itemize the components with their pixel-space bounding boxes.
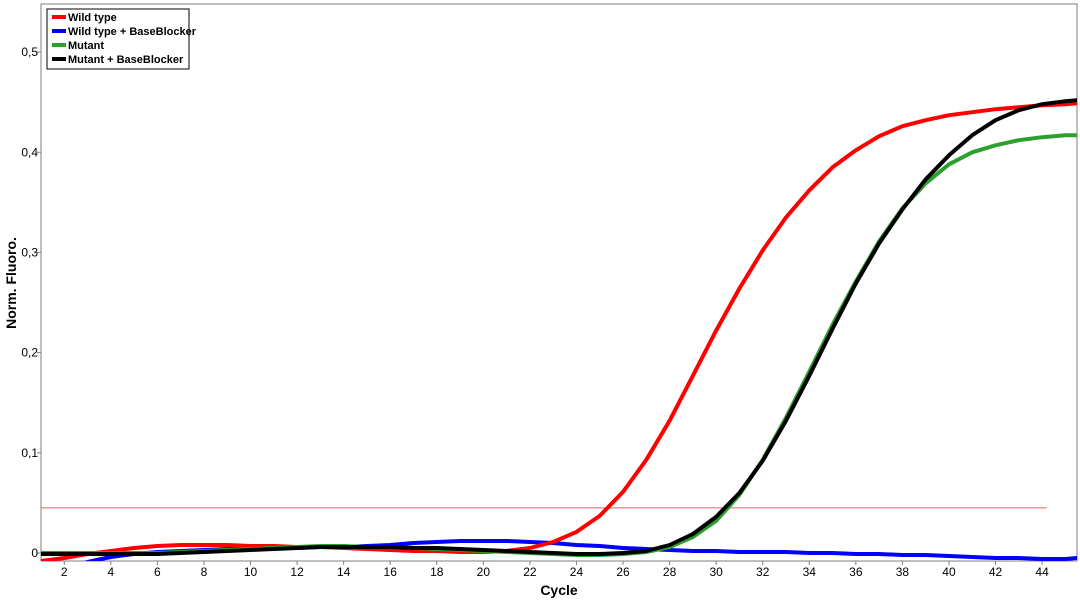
y-tick-label: 0,2 bbox=[21, 346, 38, 360]
x-tick-label: 36 bbox=[849, 565, 863, 579]
x-tick-label: 24 bbox=[570, 565, 584, 579]
x-tick-label: 32 bbox=[756, 565, 770, 579]
x-tick-label: 14 bbox=[337, 565, 351, 579]
x-tick-label: 20 bbox=[477, 565, 491, 579]
x-tick-label: 6 bbox=[154, 565, 161, 579]
x-tick-label: 30 bbox=[709, 565, 723, 579]
x-axis-ticks: 2 4 6 8 10 12 14 16 18 20 22 24 26 28 30 32 34 36 38 40 42 44 bbox=[61, 561, 1049, 579]
legend-label-mutant: Mutant bbox=[68, 40, 104, 52]
plot-area bbox=[40, 3, 1078, 562]
y-tick-label: 0 bbox=[31, 546, 38, 560]
series-line-wild-type bbox=[41, 101, 1077, 561]
legend: Wild type Wild type + BaseBlocker Mutant… bbox=[46, 8, 197, 70]
series-layer bbox=[41, 98, 1077, 561]
x-tick-label: 44 bbox=[1035, 565, 1049, 579]
x-tick-label: 28 bbox=[663, 565, 677, 579]
legend-box bbox=[46, 8, 190, 70]
x-axis-title: Cycle bbox=[540, 582, 578, 598]
x-tick-label: 12 bbox=[290, 565, 304, 579]
x-tick-label: 26 bbox=[616, 565, 630, 579]
y-tick-label: 0,4 bbox=[21, 145, 38, 159]
x-tick-label: 18 bbox=[430, 565, 444, 579]
series-line-mutant-baseblocker bbox=[41, 98, 1077, 556]
x-tick-label: 16 bbox=[384, 565, 398, 579]
y-axis-ticks: 0 0,1 0,2 0,3 0,4 0,5 bbox=[21, 45, 41, 560]
x-tick-label: 2 bbox=[61, 565, 68, 579]
y-tick-label: 0,3 bbox=[21, 245, 38, 259]
x-tick-label: 4 bbox=[107, 565, 114, 579]
y-tick-label: 0,5 bbox=[21, 45, 38, 59]
legend-label-wild-type: Wild type bbox=[68, 12, 117, 24]
x-tick-label: 40 bbox=[942, 565, 956, 579]
x-tick-label: 10 bbox=[244, 565, 258, 579]
x-tick-label: 22 bbox=[523, 565, 537, 579]
x-tick-label: 42 bbox=[989, 565, 1003, 579]
legend-label-wild-type-baseblocker: Wild type + BaseBlocker bbox=[68, 26, 197, 38]
legend-label-mutant-baseblocker: Mutant + BaseBlocker bbox=[68, 54, 184, 66]
x-tick-label: 8 bbox=[201, 565, 208, 579]
x-tick-label: 34 bbox=[803, 565, 817, 579]
y-axis-title: Norm. Fluoro. bbox=[3, 237, 19, 329]
x-tick-label: 38 bbox=[896, 565, 910, 579]
y-tick-label: 0,1 bbox=[21, 446, 38, 460]
